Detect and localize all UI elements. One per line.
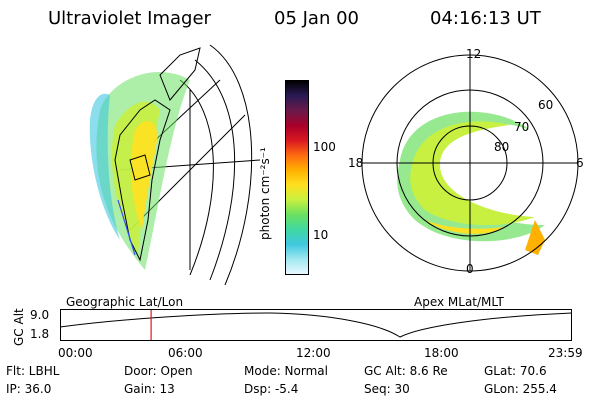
mlt-label-6: 6 — [576, 156, 584, 170]
info-flt: Flt: LBHL — [6, 364, 60, 378]
time-label: 04:16:13 UT — [430, 8, 541, 29]
geographic-image-panel — [89, 44, 261, 286]
info-seq: Seq: 30 — [364, 382, 410, 396]
mlt-label-18: 18 — [348, 156, 364, 170]
info-gain: Gain: 13 — [124, 382, 175, 396]
date-label: 05 Jan 00 — [274, 8, 359, 29]
instrument-title: Ultraviolet Imager — [48, 8, 211, 29]
time-tick-0600: 06:00 — [168, 346, 203, 360]
right-panel-caption: Apex MLat/MLT — [414, 295, 504, 309]
left-panel-caption: Geographic Lat/Lon — [66, 295, 184, 309]
time-tick-1200: 12:00 — [296, 346, 331, 360]
info-glat: GLat: 70.6 — [484, 364, 547, 378]
time-tick-0000: 00:00 — [58, 346, 93, 360]
altitude-plot — [60, 309, 572, 341]
info-door: Door: Open — [124, 364, 193, 378]
info-dsp: Dsp: -5.4 — [244, 382, 299, 396]
mlt-label-0: 0 — [466, 262, 474, 276]
colorbar-gradient — [286, 81, 308, 274]
mlat-label-80: 80 — [494, 140, 510, 154]
info-gc-alt: GC Alt: 8.6 Re — [364, 364, 448, 378]
time-tick-1800: 18:00 — [424, 346, 459, 360]
colorbar — [285, 80, 309, 275]
altitude-tick-top: 9.0 — [30, 308, 50, 322]
colorbar-tick-10: 10 — [313, 228, 329, 242]
info-ip: IP: 36.0 — [6, 382, 52, 396]
mlat-label-70: 70 — [514, 120, 530, 134]
colorbar-tick-100: 100 — [313, 140, 336, 154]
colorbar-unit-label: photon cm⁻²s⁻¹ — [258, 147, 272, 240]
mlt-label-12: 12 — [466, 47, 482, 61]
polar-image-panel — [361, 54, 579, 272]
mlat-label-60: 60 — [538, 98, 554, 112]
info-mode: Mode: Normal — [244, 364, 328, 378]
altitude-tick-bottom: 1.8 — [30, 327, 50, 341]
info-glon: GLon: 255.4 — [484, 382, 557, 396]
altitude-axis-label: GC Alt — [12, 308, 26, 346]
time-tick-2359: 23:59 — [548, 346, 583, 360]
